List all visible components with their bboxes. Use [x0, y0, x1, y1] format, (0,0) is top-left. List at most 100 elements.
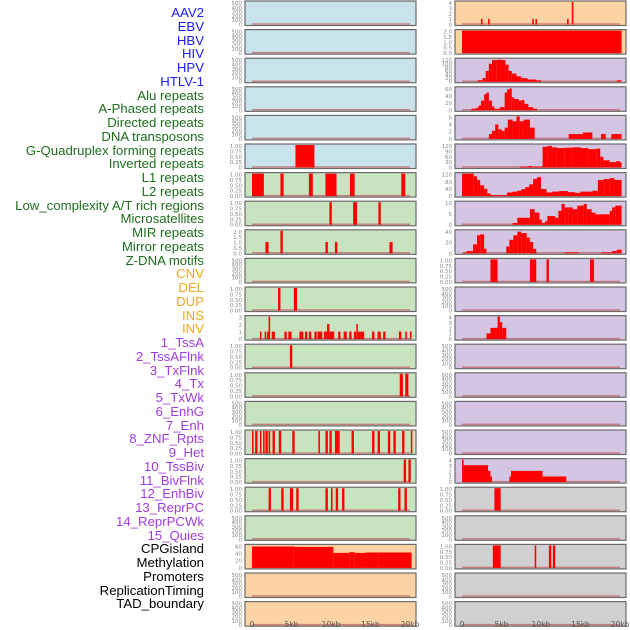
- data-bar: [325, 173, 337, 197]
- y-tick-label: 3: [239, 316, 243, 322]
- data-bar: [519, 121, 524, 139]
- y-tick-label: 0.25: [230, 360, 243, 366]
- track-label: Z-DNA motifs: [125, 252, 204, 268]
- data-bar: [533, 248, 537, 254]
- y-tick-label: 400: [442, 577, 453, 583]
- y-tick-label: 0.75: [230, 207, 243, 213]
- y-tick-label: 60: [445, 69, 452, 75]
- panel-background: [454, 315, 627, 341]
- data-bar: [529, 127, 535, 139]
- y-tick-label: 200: [232, 271, 243, 277]
- data-bar: [516, 116, 520, 139]
- data-bar: [398, 331, 402, 340]
- y-tick-label: 100: [442, 304, 453, 310]
- y-tick-label: 1.5: [443, 35, 452, 41]
- y-tick-label: 2.0: [233, 230, 242, 236]
- panel-background: [454, 600, 627, 627]
- y-tick-label: 200: [442, 443, 453, 449]
- data-bar: [568, 207, 573, 225]
- panel-background: [244, 86, 417, 112]
- data-bar: [518, 100, 522, 111]
- y-tick-label: 300: [232, 10, 243, 16]
- data-bar: [559, 191, 568, 197]
- y-tick-label: 1.00: [230, 487, 243, 493]
- data-bar: [609, 210, 613, 225]
- y-tick-label: 0.50: [440, 498, 453, 504]
- data-bar: [595, 214, 610, 225]
- track-panel: 00.250.500.751.00: [230, 143, 417, 172]
- y-tick-label: 2: [449, 326, 453, 332]
- y-tick-label: 500: [442, 516, 453, 522]
- data-bar: [616, 249, 622, 254]
- track-label: DUP: [176, 293, 204, 309]
- data-bar: [329, 331, 335, 340]
- data-bar: [477, 235, 481, 254]
- x-tick-label: 10kb: [532, 620, 551, 629]
- data-bar: [509, 88, 512, 111]
- y-tick-label: 0: [239, 80, 243, 86]
- data-bar: [494, 108, 500, 111]
- data-bar: [611, 134, 622, 139]
- data-bar: [401, 173, 406, 197]
- track-label: 14_ReprPCWk: [116, 513, 204, 529]
- y-tick-label: 0.25: [230, 475, 243, 481]
- data-bar: [281, 488, 284, 511]
- x-tick-label: 0: [250, 620, 255, 629]
- y-tick-label: 300: [232, 524, 243, 530]
- data-bar: [492, 130, 496, 139]
- y-tick-label: 3: [449, 464, 453, 470]
- y-tick-label: 500: [232, 87, 243, 93]
- y-tick-label: 1.00: [230, 144, 243, 150]
- y-tick-label: 500: [232, 1, 243, 7]
- panel-background: [244, 257, 417, 284]
- data-bar: [488, 134, 493, 139]
- data-bar: [278, 288, 281, 311]
- y-tick-label: 1.00: [230, 201, 243, 207]
- y-tick-label: 300: [442, 296, 453, 302]
- panel-background: [454, 343, 627, 370]
- data-bar: [354, 552, 365, 568]
- y-tick-label: 0: [449, 80, 453, 86]
- y-tick-label: 0.50: [230, 441, 243, 447]
- data-bar: [263, 431, 265, 454]
- data-bar: [378, 552, 412, 568]
- data-bar: [532, 18, 534, 25]
- data-bar: [504, 127, 508, 139]
- data-bar: [317, 331, 323, 340]
- y-tick-label: 0.00: [230, 309, 243, 315]
- y-tick-label: 200: [442, 414, 453, 420]
- data-bar: [357, 331, 365, 340]
- track-label: Methylation: [136, 555, 204, 570]
- y-tick-label: 300: [442, 381, 453, 387]
- y-tick-label: 10: [445, 201, 452, 207]
- panel-background: [454, 86, 627, 112]
- data-bar: [399, 373, 403, 397]
- y-tick-label: 400: [232, 120, 243, 126]
- y-tick-label: 0.75: [440, 550, 453, 556]
- data-bar: [600, 156, 604, 168]
- y-tick-label: 0.50: [230, 498, 243, 504]
- panel-background: [244, 343, 417, 370]
- data-bar: [539, 219, 542, 225]
- track-label: 13_ReprPC: [135, 500, 204, 515]
- data-bar: [293, 288, 298, 311]
- y-tick-label: 60: [445, 87, 452, 93]
- panel-background: [244, 286, 417, 313]
- data-bar: [588, 149, 597, 168]
- track-label: AAV2: [171, 5, 204, 20]
- y-tick-label: 0.5: [233, 246, 242, 252]
- data-bar: [299, 331, 304, 340]
- track-panel: 0.000.250.500.751.00: [230, 372, 417, 400]
- y-tick-label: 0.25: [230, 389, 243, 395]
- y-tick-label: 0.00: [230, 223, 243, 229]
